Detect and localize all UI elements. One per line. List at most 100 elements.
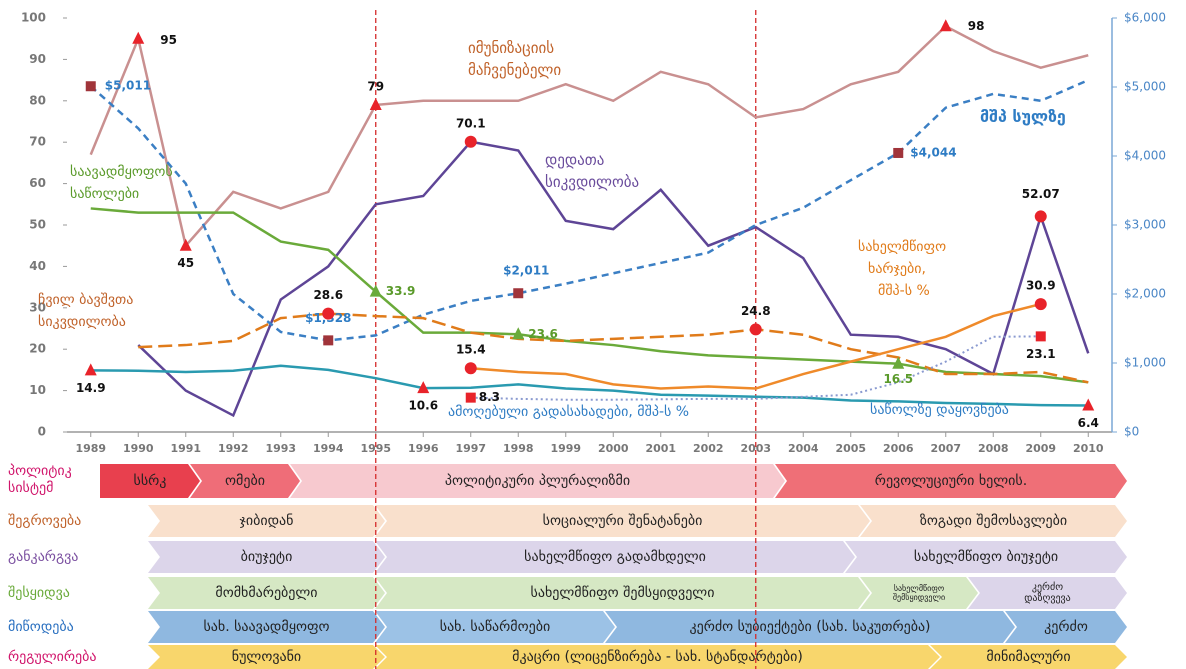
marker [84,363,97,376]
series-line [470,302,1042,390]
marker [417,381,430,394]
x-tick-label: 1990 [123,442,154,455]
y-tick-label: 10 [29,383,46,397]
series-line [90,364,1089,407]
x-tick-label: 2000 [598,442,629,455]
y2-tick-label: $2,000 [1124,287,1166,301]
series-name: ჩვილ ბავშვთა სიკვდილობა [38,292,133,330]
x-tick-label: 2003 [740,442,771,455]
y2-tick-label: $3,000 [1124,218,1166,232]
y2-tick-label: $5,000 [1124,80,1166,94]
series-name: საავადმყოფოს საწოლები [70,164,173,202]
series-line [89,78,1089,342]
segment: სახ. საავადმყოფო [148,611,385,643]
y-tick-label: 50 [29,218,46,232]
segment: სსრკ [100,464,200,498]
x-tick-label: 1997 [455,442,486,455]
marker [512,327,525,340]
data-label: 45 [177,256,194,270]
y-tick-label: 90 [29,52,46,66]
segment: სახელმწიფო შემსყიდველი [375,577,870,609]
marker [1034,298,1047,311]
data-label: 52.07 [1022,187,1060,201]
series-name: საწოლზე დაყოვნება [870,402,1009,418]
data-label: 33.9 [386,284,416,298]
segment: პოლიტიკური პლურალიზმი [290,464,785,498]
marker [893,147,904,158]
y-tick-label: 60 [29,176,46,190]
x-tick-label: 1991 [170,442,201,455]
data-label: 15.4 [456,343,486,357]
marker [513,288,524,299]
row-label: განკარგვა [8,548,79,565]
marker [323,335,334,346]
data-label: $4,044 [910,145,956,159]
series-name: მშპ სულზე [980,107,1066,126]
x-tick-label: 2008 [978,442,1009,455]
segment: ბიუჯეტი [148,541,385,573]
data-label: 30.9 [1026,279,1056,293]
y-tick-label: 70 [29,135,46,149]
data-label: 98 [968,19,985,33]
marker [179,238,192,251]
x-tick-label: 2007 [930,442,961,455]
series-name: იმუნიზაციის მაჩვენებელი [468,39,561,79]
data-label: 24.8 [741,304,771,318]
row-label: პოლიტიკ სისტემ [8,463,72,496]
segment: ჯიბიდან [148,505,385,537]
marker [749,323,762,336]
segment: მკაცრი (ლიცენზირება - სახ. სტანდარტები) [375,645,940,669]
marker [464,135,477,148]
x-tick-label: 2005 [835,442,866,455]
data-label: 14.9 [76,381,106,395]
segment: სახელმწიფო გადამხდელი [375,541,855,573]
marker [939,19,952,32]
x-tick-label: 2009 [1025,442,1056,455]
marker [1034,210,1047,223]
row-label: მიწოდება [8,618,74,635]
marker [369,97,382,110]
segment: სახელმწიფო ბიუჯეტი [845,541,1127,573]
segment: სახელმწიფო შემსყიდველი [860,577,978,609]
segment: მომხმარებელი [148,577,385,609]
marker [132,31,145,44]
segment: მინიმალური [930,645,1127,669]
segment: სოციალური შენატანები [375,505,870,537]
data-label: 23.6 [528,327,558,341]
x-tick-label: 1994 [313,442,344,455]
segment: კერძო დაზღვევა [968,577,1127,609]
x-tick-label: 2010 [1073,442,1104,455]
row-label: რეგულირება [8,648,97,665]
series-line [138,312,1089,384]
marker [322,307,335,320]
data-label: 70.1 [456,116,486,130]
marker [465,392,476,403]
data-label: 8.3 [479,390,500,404]
series-name: ამოღებული გადასახადები, მშპ-ს % [448,404,689,420]
marker [1082,398,1095,411]
x-tick-label: 1992 [218,442,249,455]
y-tick-label: 20 [29,342,46,356]
marker [892,356,905,369]
x-tick-label: 1989 [75,442,106,455]
data-label: 16.5 [883,372,913,386]
x-tick-label: 1995 [360,442,391,455]
y-tick-label: 80 [29,93,46,107]
row-label: შეგროვება [8,512,82,529]
segment: სახ. საწარმოები [375,611,615,643]
x-tick-label: 2001 [645,442,676,455]
y-tick-label: 0 [38,425,46,439]
segment: ნულოვანი [148,645,385,669]
marker [369,284,382,297]
data-label: $2,011 [503,264,549,278]
x-tick-label: 2002 [693,442,724,455]
row-label: შესყიდვა [8,584,70,601]
data-label: 6.4 [1078,416,1099,430]
x-tick-label: 1996 [408,442,439,455]
x-tick-label: 2004 [788,442,819,455]
data-label: 23.1 [1026,347,1056,361]
x-tick-label: 1999 [550,442,581,455]
data-label: 95 [160,33,177,47]
segment: ზოგადი შემოსავლები [860,505,1127,537]
